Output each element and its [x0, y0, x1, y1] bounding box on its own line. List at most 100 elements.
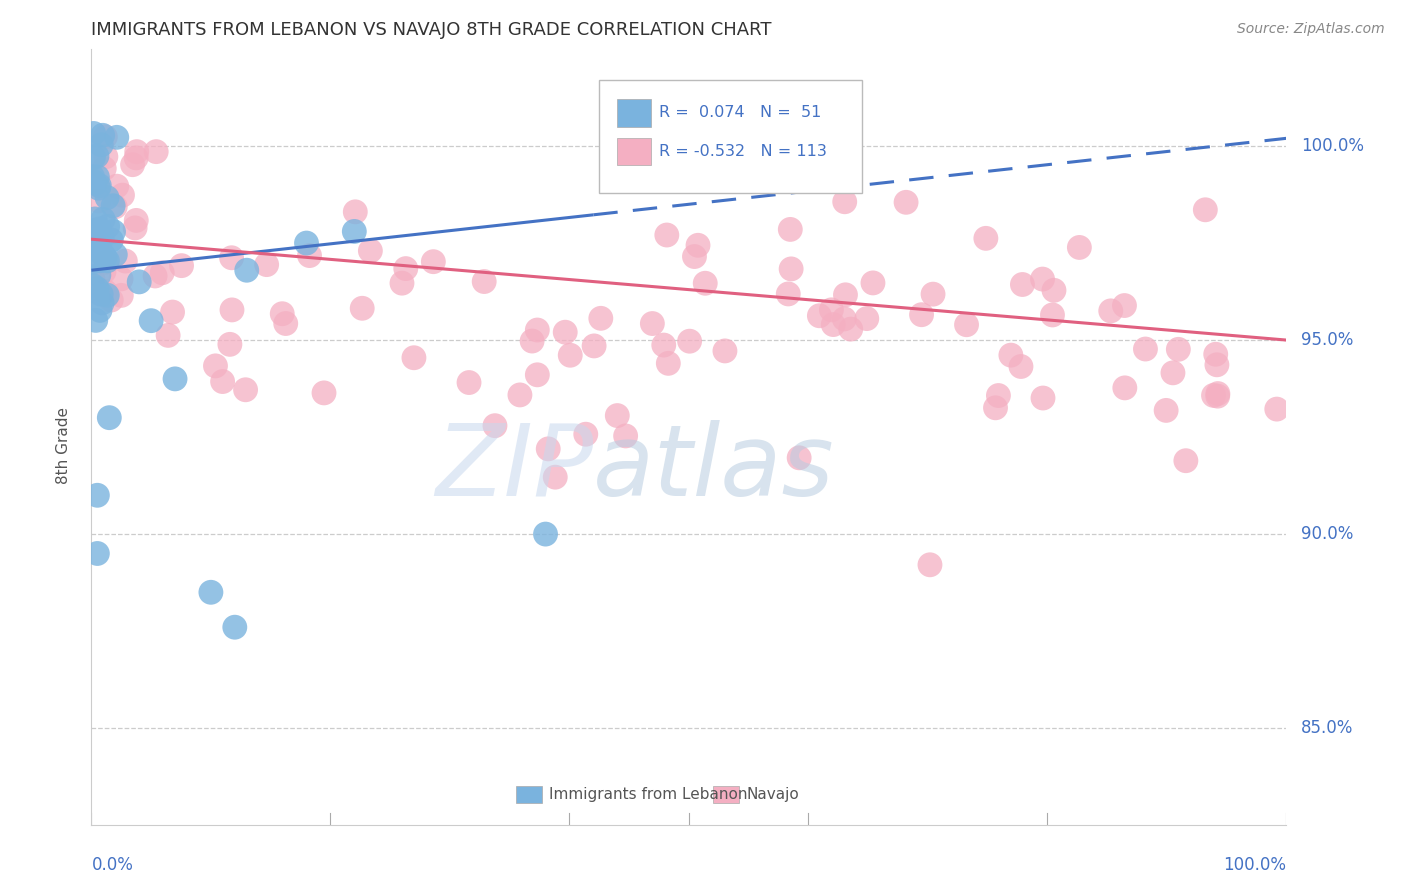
Point: [1154, 403, 1177, 417]
Point: [90, 287, 112, 301]
Point: [1042, 308, 1064, 322]
Point: [295, 235, 318, 250]
Point: [105, 130, 128, 145]
Point: [520, 334, 543, 348]
Point: [839, 322, 862, 336]
Point: [1206, 389, 1229, 403]
Point: [86, 234, 108, 248]
Point: [96, 253, 118, 268]
Point: [97, 219, 120, 234]
Point: [984, 401, 1007, 415]
Point: [641, 317, 664, 331]
Point: [94, 255, 117, 269]
Point: [922, 287, 945, 301]
Point: [544, 470, 567, 484]
Text: IMMIGRANTS FROM LEBANON VS NAVAJO 8TH GRADE CORRELATION CHART: IMMIGRANTS FROM LEBANON VS NAVAJO 8TH GR…: [91, 21, 772, 39]
Point: [458, 376, 481, 390]
Point: [1031, 272, 1053, 286]
Point: [274, 317, 297, 331]
Point: [780, 261, 803, 276]
Point: [162, 305, 184, 319]
Point: [128, 275, 150, 289]
Text: 0.0%: 0.0%: [91, 856, 134, 874]
FancyBboxPatch shape: [713, 787, 740, 804]
Point: [96, 288, 118, 302]
Point: [211, 375, 233, 389]
Point: [235, 263, 259, 277]
Point: [86, 232, 108, 246]
Point: [391, 276, 413, 290]
Point: [89, 222, 111, 236]
Point: [1010, 359, 1032, 374]
Point: [104, 248, 127, 262]
Point: [83, 176, 105, 190]
FancyBboxPatch shape: [599, 80, 862, 193]
Point: [918, 558, 941, 572]
Point: [84, 313, 107, 327]
Text: R = -0.532   N = 113: R = -0.532 N = 113: [659, 144, 827, 159]
Point: [104, 200, 127, 214]
Point: [125, 213, 148, 227]
Point: [560, 348, 582, 362]
Point: [94, 285, 117, 299]
Point: [89, 178, 111, 193]
Point: [94, 251, 117, 265]
Point: [343, 224, 366, 238]
Point: [84, 211, 107, 226]
Text: Navajo: Navajo: [747, 788, 799, 802]
Point: [105, 179, 128, 194]
Point: [204, 359, 226, 373]
Point: [1174, 453, 1197, 467]
Text: 85.0%: 85.0%: [1301, 719, 1353, 737]
Point: [91, 128, 114, 143]
Point: [235, 383, 257, 397]
Point: [86, 169, 108, 184]
FancyBboxPatch shape: [617, 99, 651, 127]
Point: [143, 268, 166, 283]
Text: 100.0%: 100.0%: [1301, 137, 1364, 155]
Point: [614, 429, 637, 443]
Text: atlas: atlas: [593, 419, 835, 516]
Point: [125, 151, 148, 165]
Point: [1043, 283, 1066, 297]
Point: [1114, 299, 1136, 313]
Point: [583, 339, 606, 353]
Point: [714, 343, 737, 358]
Point: [86, 546, 108, 560]
Point: [91, 295, 114, 310]
Point: [855, 311, 877, 326]
Point: [823, 318, 845, 332]
Point: [124, 220, 146, 235]
Point: [834, 194, 856, 209]
Point: [1114, 381, 1136, 395]
Point: [86, 488, 108, 502]
Point: [219, 337, 242, 351]
Point: [862, 276, 884, 290]
FancyBboxPatch shape: [617, 137, 651, 166]
Point: [575, 427, 598, 442]
Point: [200, 585, 222, 599]
Point: [101, 199, 124, 213]
Point: [80, 233, 103, 247]
Point: [834, 288, 856, 302]
Point: [170, 259, 193, 273]
Point: [91, 231, 114, 245]
Point: [678, 334, 700, 349]
Text: 8th Grade: 8th Grade: [56, 408, 70, 484]
Point: [787, 450, 810, 465]
Point: [110, 288, 132, 302]
Point: [657, 356, 679, 370]
Point: [98, 410, 121, 425]
Point: [1069, 240, 1091, 254]
Point: [125, 145, 148, 159]
Point: [82, 271, 104, 285]
Point: [96, 191, 118, 205]
Text: Source: ZipAtlas.com: Source: ZipAtlas.com: [1237, 22, 1385, 37]
Point: [695, 277, 717, 291]
Point: [1202, 388, 1225, 402]
Point: [82, 174, 104, 188]
Point: [1167, 343, 1189, 357]
Point: [94, 150, 117, 164]
Point: [145, 145, 167, 159]
Point: [606, 409, 628, 423]
